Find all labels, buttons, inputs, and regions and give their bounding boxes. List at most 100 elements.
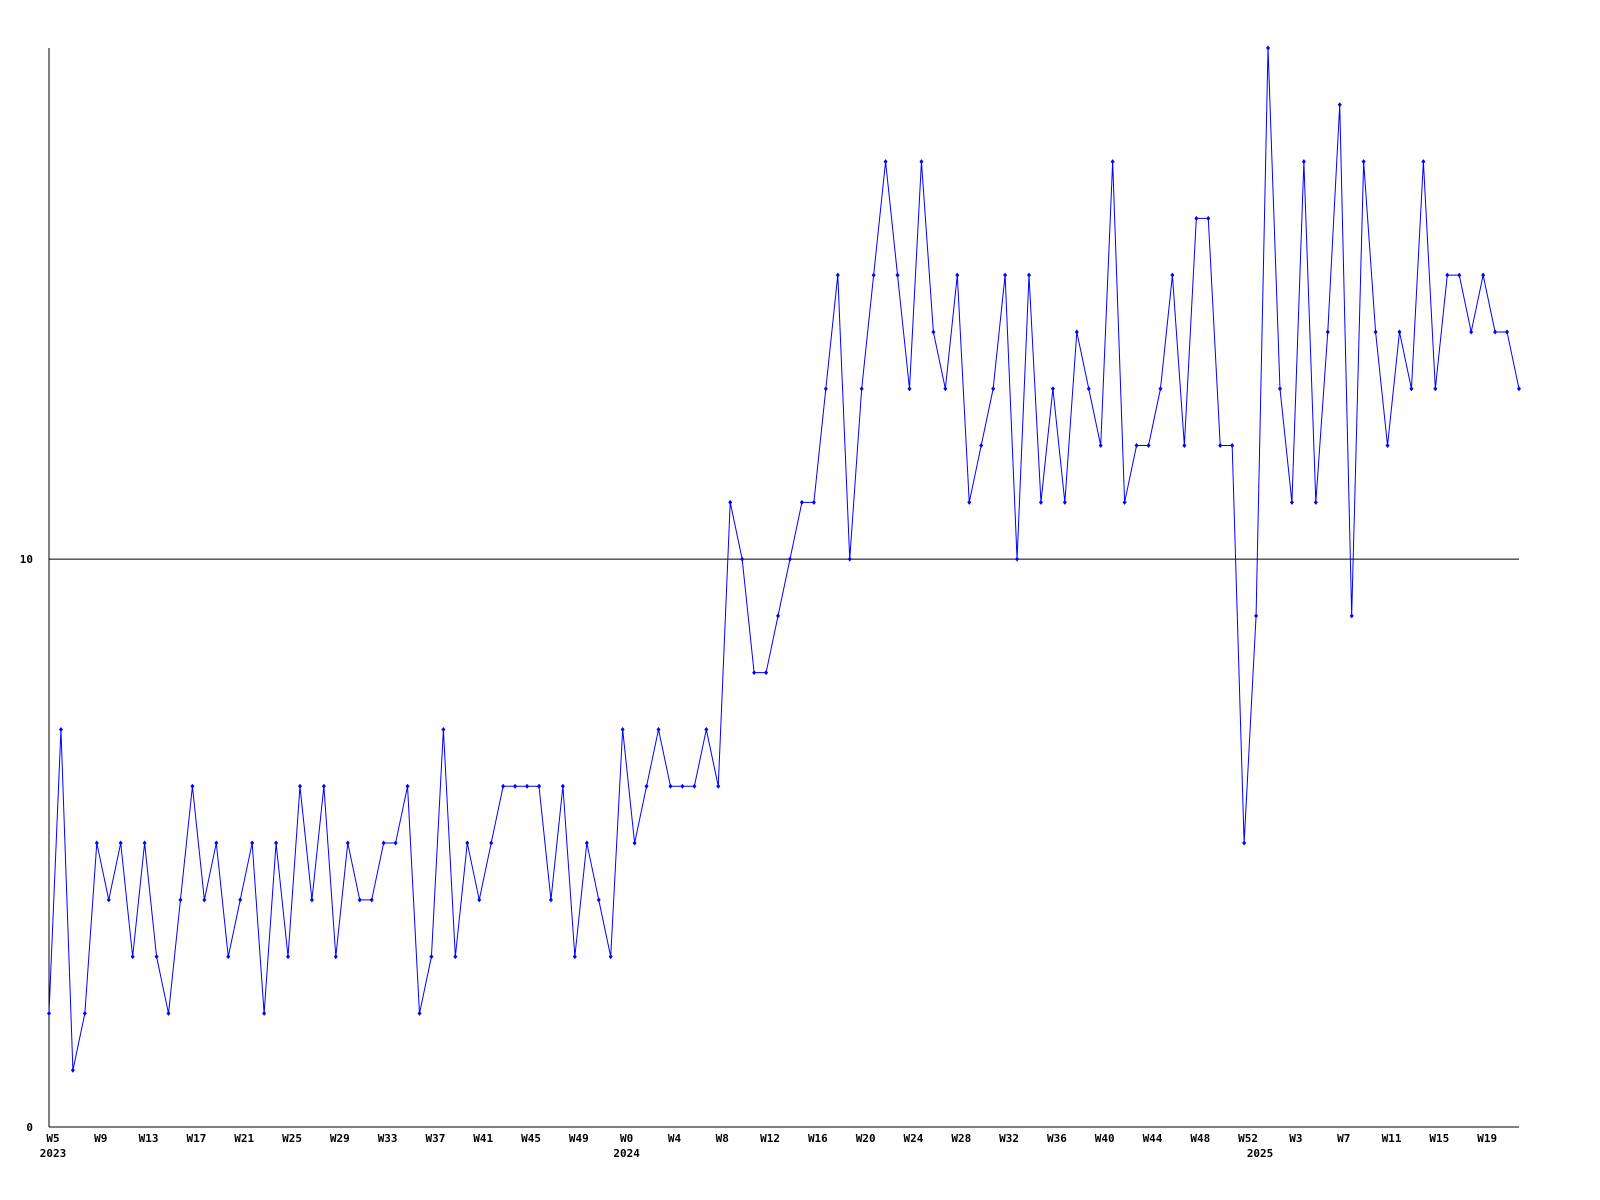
point-marker	[1122, 499, 1127, 505]
x-tick-label: W25	[282, 1132, 302, 1145]
point-marker	[907, 386, 912, 392]
point-marker	[142, 840, 147, 846]
point-marker	[787, 556, 792, 562]
point-marker	[154, 954, 159, 960]
point-marker	[357, 897, 362, 903]
x-tick-label: W12	[760, 1132, 780, 1145]
point-marker	[847, 556, 852, 562]
x-year-label: 2024	[613, 1147, 640, 1160]
point-marker	[501, 783, 506, 789]
x-tick-label: W37	[426, 1132, 446, 1145]
point-marker	[1254, 613, 1259, 619]
point-marker	[967, 499, 972, 505]
point-marker	[286, 954, 291, 960]
point-marker	[1158, 386, 1163, 392]
x-tick-label: W15	[1429, 1132, 1449, 1145]
point-marker	[1170, 272, 1175, 278]
point-marker	[58, 726, 63, 732]
point-marker	[381, 840, 386, 846]
point-marker	[692, 783, 697, 789]
point-marker	[297, 783, 302, 789]
point-marker	[429, 954, 434, 960]
point-marker	[955, 272, 960, 278]
x-tick-label: W29	[330, 1132, 350, 1145]
point-marker	[1385, 443, 1390, 449]
point-marker	[799, 499, 804, 505]
point-marker	[274, 840, 279, 846]
point-marker	[895, 272, 900, 278]
x-tick-label: W24	[904, 1132, 924, 1145]
point-marker	[620, 726, 625, 732]
point-marker	[477, 897, 482, 903]
point-marker	[883, 159, 888, 165]
point-marker	[1038, 499, 1043, 505]
point-marker	[1050, 386, 1055, 392]
point-marker	[656, 726, 661, 732]
point-marker	[1110, 159, 1115, 165]
point-marker	[716, 783, 721, 789]
point-marker	[1337, 102, 1342, 108]
x-year-label: 2023	[40, 1147, 67, 1160]
point-marker	[238, 897, 243, 903]
point-marker	[106, 897, 111, 903]
x-tick-label: W0	[620, 1132, 633, 1145]
point-marker	[752, 670, 757, 676]
point-marker	[1230, 443, 1235, 449]
point-marker	[979, 443, 984, 449]
point-marker	[991, 386, 996, 392]
point-marker	[1301, 159, 1306, 165]
point-marker	[1098, 443, 1103, 449]
x-tick-label: W5	[46, 1132, 59, 1145]
point-marker	[453, 954, 458, 960]
point-marker	[130, 954, 135, 960]
point-marker	[560, 783, 565, 789]
point-marker	[321, 783, 326, 789]
x-tick-label: W16	[808, 1132, 828, 1145]
x-tick-label: W33	[378, 1132, 398, 1145]
point-marker	[1313, 499, 1318, 505]
point-marker	[94, 840, 99, 846]
point-marker	[1206, 215, 1211, 221]
point-marker	[919, 159, 924, 165]
point-marker	[943, 386, 948, 392]
point-marker	[680, 783, 685, 789]
point-marker	[871, 272, 876, 278]
point-marker	[70, 1067, 75, 1073]
x-tick-label: W17	[186, 1132, 206, 1145]
x-tick-label: W52	[1238, 1132, 1258, 1145]
point-marker	[537, 783, 541, 789]
point-marker	[1421, 159, 1426, 165]
x-tick-label: W8	[716, 1132, 729, 1145]
point-marker	[178, 897, 183, 903]
x-tick-label: W7	[1337, 1132, 1350, 1145]
point-marker	[1409, 386, 1414, 392]
x-tick-label: W44	[1143, 1132, 1163, 1145]
point-marker	[1505, 329, 1510, 335]
point-marker	[764, 670, 769, 676]
point-marker	[309, 897, 314, 903]
point-marker	[1361, 159, 1366, 165]
x-tick-label: W19	[1477, 1132, 1497, 1145]
point-marker	[859, 386, 864, 392]
point-marker	[393, 840, 398, 846]
point-marker	[704, 726, 709, 732]
point-marker	[1493, 329, 1498, 335]
point-marker	[1027, 272, 1031, 278]
point-marker	[489, 840, 494, 846]
x-year-label: 2025	[1247, 1147, 1274, 1160]
x-tick-label: W32	[999, 1132, 1019, 1145]
point-marker	[441, 726, 446, 732]
point-marker	[1074, 329, 1079, 335]
point-marker	[369, 897, 374, 903]
point-marker	[1266, 45, 1271, 51]
point-marker	[572, 954, 577, 960]
point-marker	[596, 897, 601, 903]
x-tick-label: W40	[1095, 1132, 1115, 1145]
y-tick-label: 0	[26, 1121, 33, 1134]
point-marker	[82, 1010, 87, 1016]
point-marker	[1517, 386, 1521, 392]
point-marker	[190, 783, 195, 789]
x-tick-label: W13	[139, 1132, 159, 1145]
point-marker	[226, 954, 231, 960]
point-marker	[1015, 556, 1020, 562]
